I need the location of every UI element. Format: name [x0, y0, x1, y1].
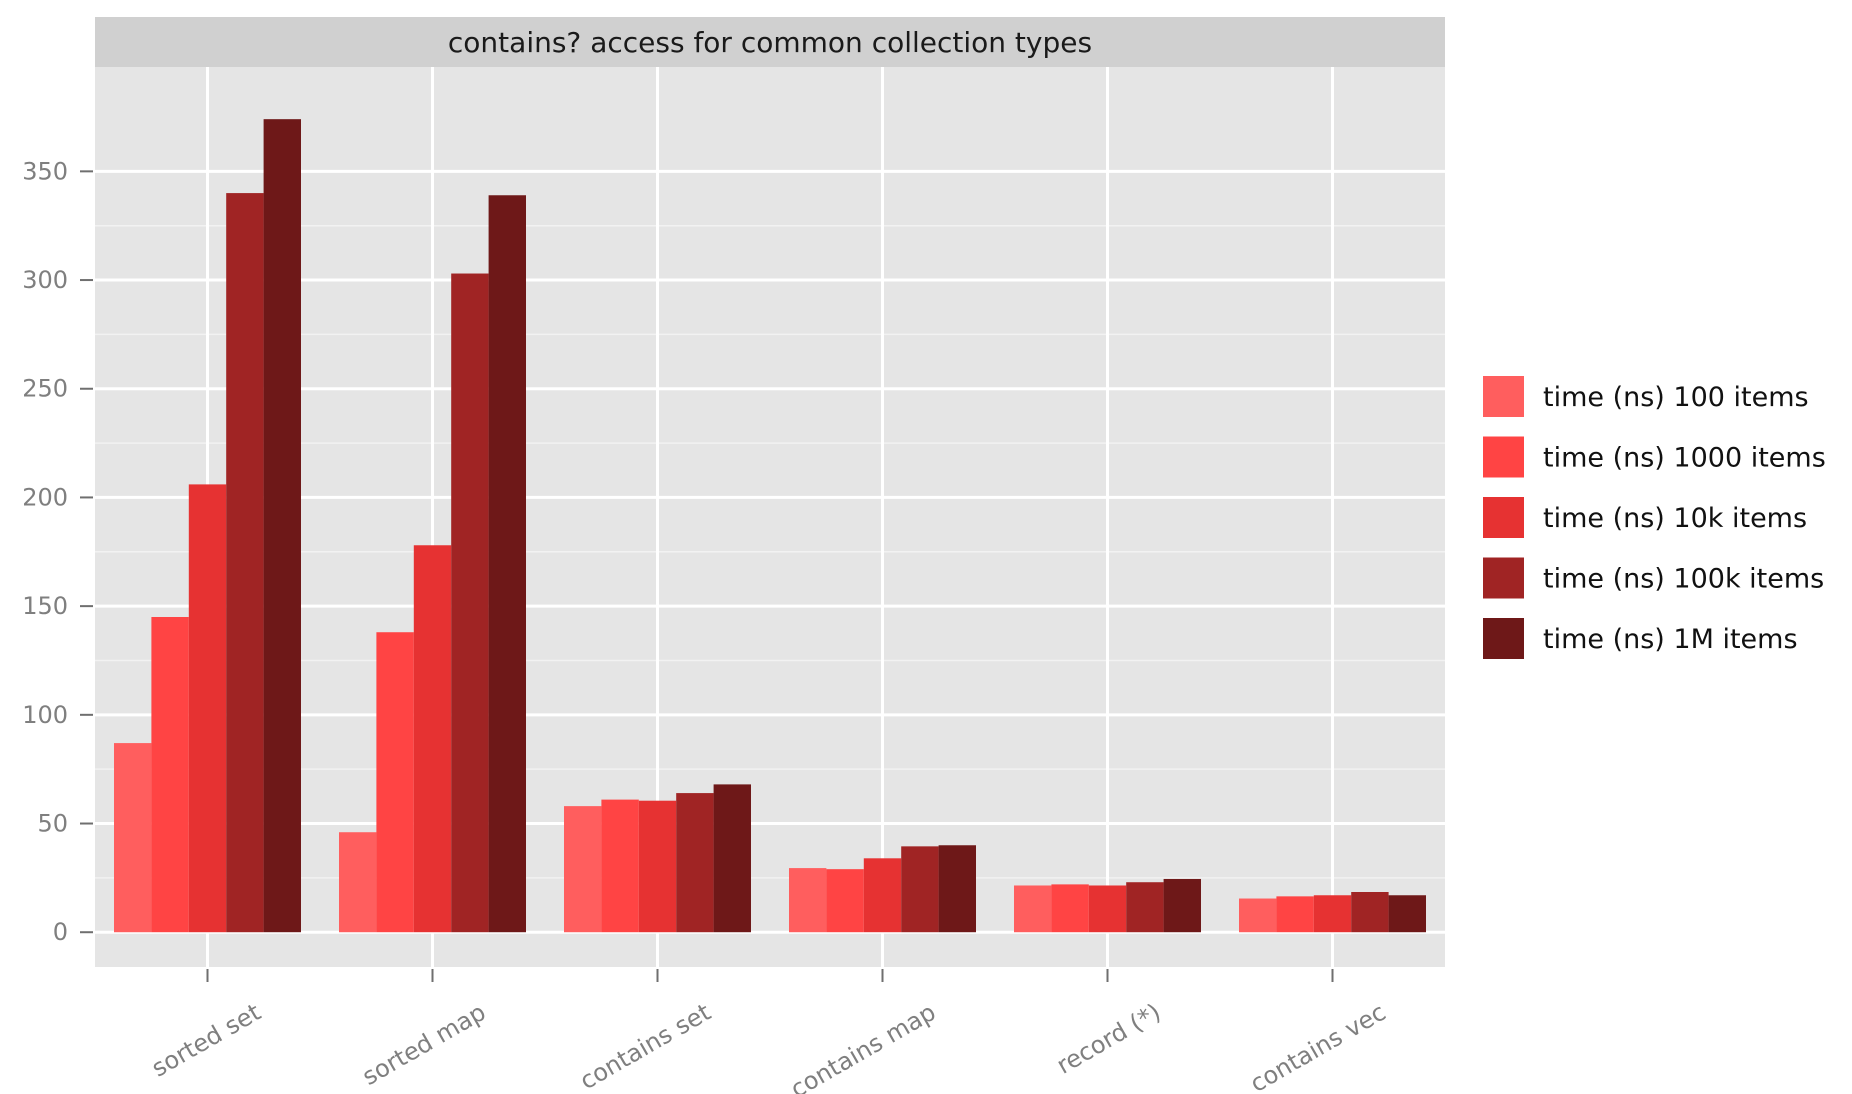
- chart-title: contains? access for common collection t…: [448, 26, 1092, 59]
- bar: [1126, 882, 1164, 933]
- bar: [1051, 884, 1089, 933]
- bar: [1163, 878, 1201, 933]
- facet-strip: [95, 17, 1445, 67]
- bar: [488, 195, 526, 933]
- y-tick-label: 0: [53, 918, 68, 946]
- bar: [638, 800, 677, 933]
- y-tick-label: 100: [22, 701, 68, 729]
- bar: [1014, 885, 1052, 933]
- bar: [1276, 896, 1314, 933]
- bar: [263, 119, 301, 933]
- y-tick-label: 50: [37, 810, 68, 838]
- y-tick-label: 200: [22, 483, 68, 511]
- bar: [1239, 898, 1277, 933]
- bar: [376, 632, 414, 933]
- legend: time (ns) 100 items time (ns) 1000 items t…: [1483, 376, 1826, 659]
- bar: [1313, 895, 1352, 933]
- bar: [863, 858, 902, 933]
- y-tick-label: 150: [22, 592, 68, 620]
- legend-label: time (ns) 10k items: [1543, 503, 1807, 534]
- bar: [826, 869, 864, 933]
- bar: [713, 784, 751, 933]
- legend-key: [1483, 436, 1524, 478]
- bar: [676, 793, 714, 933]
- plot-panel: [95, 67, 1445, 967]
- bar: [601, 799, 639, 933]
- bar: [1388, 895, 1426, 933]
- legend-key: [1483, 557, 1524, 599]
- legend-label: time (ns) 1000 items: [1543, 443, 1826, 474]
- legend-key: [1483, 497, 1524, 538]
- legend-label: time (ns) 100k items: [1543, 564, 1824, 595]
- legend-key: [1483, 376, 1524, 417]
- legend-label: time (ns) 1M items: [1543, 624, 1798, 655]
- bar: [226, 193, 264, 933]
- bar: [1088, 885, 1127, 933]
- bar: [114, 743, 152, 933]
- bar: [938, 845, 976, 933]
- bar: [188, 484, 227, 933]
- bar: [151, 617, 189, 933]
- bars: [114, 119, 1426, 933]
- bar: [564, 806, 602, 933]
- legend-label: time (ns) 100 items: [1543, 382, 1809, 413]
- y-tick-label: 300: [22, 266, 68, 294]
- bar: [1351, 892, 1389, 933]
- bar: [413, 545, 452, 933]
- bar: [339, 832, 377, 933]
- bar: [901, 846, 939, 933]
- legend-key: [1483, 618, 1524, 659]
- bar: [789, 868, 827, 933]
- y-tick-label: 250: [22, 375, 68, 403]
- bar: [451, 273, 489, 933]
- y-tick-label: 350: [22, 157, 68, 185]
